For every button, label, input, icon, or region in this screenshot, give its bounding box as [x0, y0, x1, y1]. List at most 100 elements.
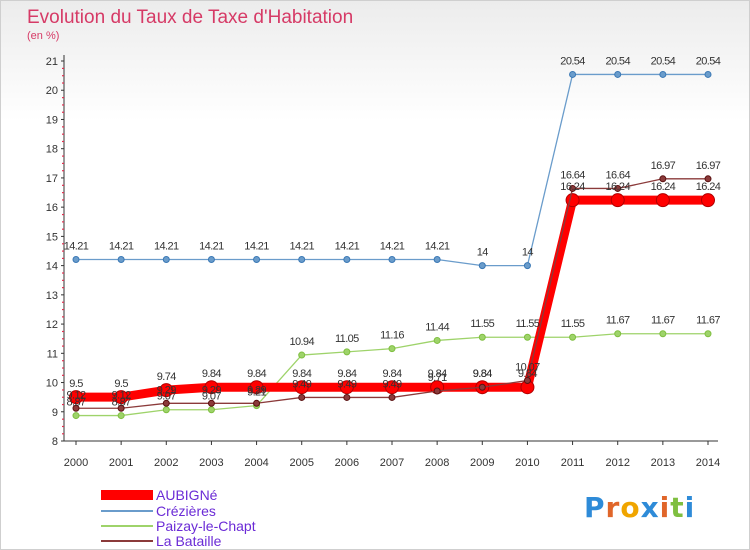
y-minor-tick: [62, 170, 64, 172]
data-label: 9.74: [157, 371, 176, 383]
data-label: 9.49: [292, 378, 311, 390]
data-point: [162, 399, 170, 407]
y-tick-label: 21: [46, 56, 58, 68]
y-tick-label: 18: [46, 144, 58, 156]
data-label: 16.24: [605, 181, 630, 193]
data-point: [569, 333, 577, 341]
y-minor-tick: [62, 250, 64, 252]
data-label: 14.21: [289, 240, 314, 252]
data-label: 14: [477, 247, 489, 259]
data-label: 9.84: [382, 368, 401, 380]
data-label: 11.67: [696, 315, 720, 327]
data-label: 16.64: [560, 169, 585, 181]
data-label: 11.05: [335, 333, 359, 345]
data-label: 14.21: [154, 240, 179, 252]
data-point: [388, 345, 396, 353]
data-label: 11.67: [651, 315, 675, 327]
data-point: [701, 193, 715, 208]
data-point: [523, 262, 531, 270]
y-tick-label: 10: [46, 378, 58, 390]
data-label: 9.21: [247, 387, 266, 399]
data-point: [117, 255, 125, 263]
data-label: 9.49: [382, 378, 401, 390]
logo-letter: i: [659, 491, 671, 524]
data-label: 8.87: [66, 397, 85, 409]
data-label: 20.54: [605, 55, 630, 67]
data-label: 10.94: [289, 336, 314, 348]
data-point: [294, 380, 309, 395]
data-point: [249, 380, 264, 395]
data-point: [610, 193, 625, 208]
y-tick-label: 17: [46, 173, 58, 185]
x-tick-label: 2007: [380, 457, 404, 469]
data-point: [204, 380, 219, 395]
legend-label: La Bataille: [156, 533, 222, 549]
x-tick-label: 2003: [199, 457, 223, 469]
data-labels-layer: 9.5 9.59.74 9.84 9.84 9.84 9.84 9.84 9.84 9.84 9.…: [64, 55, 722, 409]
y-minor-tick: [62, 104, 64, 106]
y-minor-tick: [62, 389, 64, 391]
data-label: 16.24: [651, 181, 676, 193]
data-point: [565, 193, 580, 208]
data-label: 9.84: [292, 368, 311, 380]
x-tick-label: 2014: [696, 457, 720, 469]
y-minor-tick: [62, 228, 64, 230]
y-minor-tick: [62, 243, 64, 245]
logo-letter: P: [584, 491, 606, 524]
x-tick-label: 2010: [515, 457, 539, 469]
y-minor-tick: [62, 396, 64, 398]
data-label: 9.84: [473, 368, 492, 380]
y-minor-tick: [62, 338, 64, 340]
data-label: 9.49: [337, 378, 356, 390]
data-label: 16.24: [696, 181, 721, 193]
logo-letter: r: [605, 491, 621, 524]
x-tick-label: 2006: [335, 457, 359, 469]
data-point: [388, 393, 396, 401]
axes: 8 9 10 11 12 13 14 15 16 17 18 19 20 21 2000 2001 2002 20…: [46, 55, 720, 469]
x-tick-label: 2004: [244, 457, 268, 469]
y-minor-tick: [62, 75, 64, 77]
data-point: [388, 255, 396, 263]
data-point: [298, 255, 306, 263]
y-minor-tick: [62, 279, 64, 281]
data-label: 9.29: [247, 384, 266, 396]
logo-letter: o: [620, 491, 641, 524]
data-label: 10.07: [515, 361, 540, 373]
data-label: 8.87: [112, 397, 131, 409]
x-tick-label: 2000: [64, 457, 88, 469]
data-point: [433, 255, 441, 263]
y-minor-tick: [62, 192, 64, 194]
data-point: [614, 184, 622, 192]
data-point: [614, 70, 622, 78]
data-label: 16.64: [605, 169, 630, 181]
legend-label: AUBIGNé: [156, 487, 218, 503]
data-point: [704, 330, 712, 338]
x-tick-label: 2012: [605, 457, 629, 469]
x-tick-label: 2009: [470, 457, 494, 469]
data-point: [343, 348, 351, 356]
data-point: [339, 380, 354, 395]
data-label: 11.67: [606, 315, 630, 327]
y-minor-tick: [62, 433, 64, 435]
y-minor-tick: [62, 133, 64, 135]
data-label: 16.97: [651, 160, 676, 172]
y-minor-tick: [62, 330, 64, 333]
data-label: 11.16: [380, 330, 404, 342]
y-minor-tick: [62, 97, 64, 99]
data-label: 20.54: [696, 55, 721, 67]
x-tick-label: 2002: [154, 457, 178, 469]
data-label: 9.07: [157, 391, 176, 403]
legend-swatch: [101, 490, 153, 500]
y-tick-label: 15: [46, 231, 58, 243]
data-label: 9.29: [157, 384, 176, 396]
data-point: [433, 336, 441, 344]
data-label: 14.21: [335, 240, 360, 252]
data-point: [704, 175, 712, 183]
y-tick-label: 14: [46, 261, 58, 273]
data-point: [385, 380, 399, 395]
data-label: 9.5: [69, 378, 83, 390]
x-tick-label: 2008: [425, 457, 449, 469]
x-tick-label: 2005: [289, 457, 313, 469]
x-tick-label: 2001: [109, 457, 133, 469]
